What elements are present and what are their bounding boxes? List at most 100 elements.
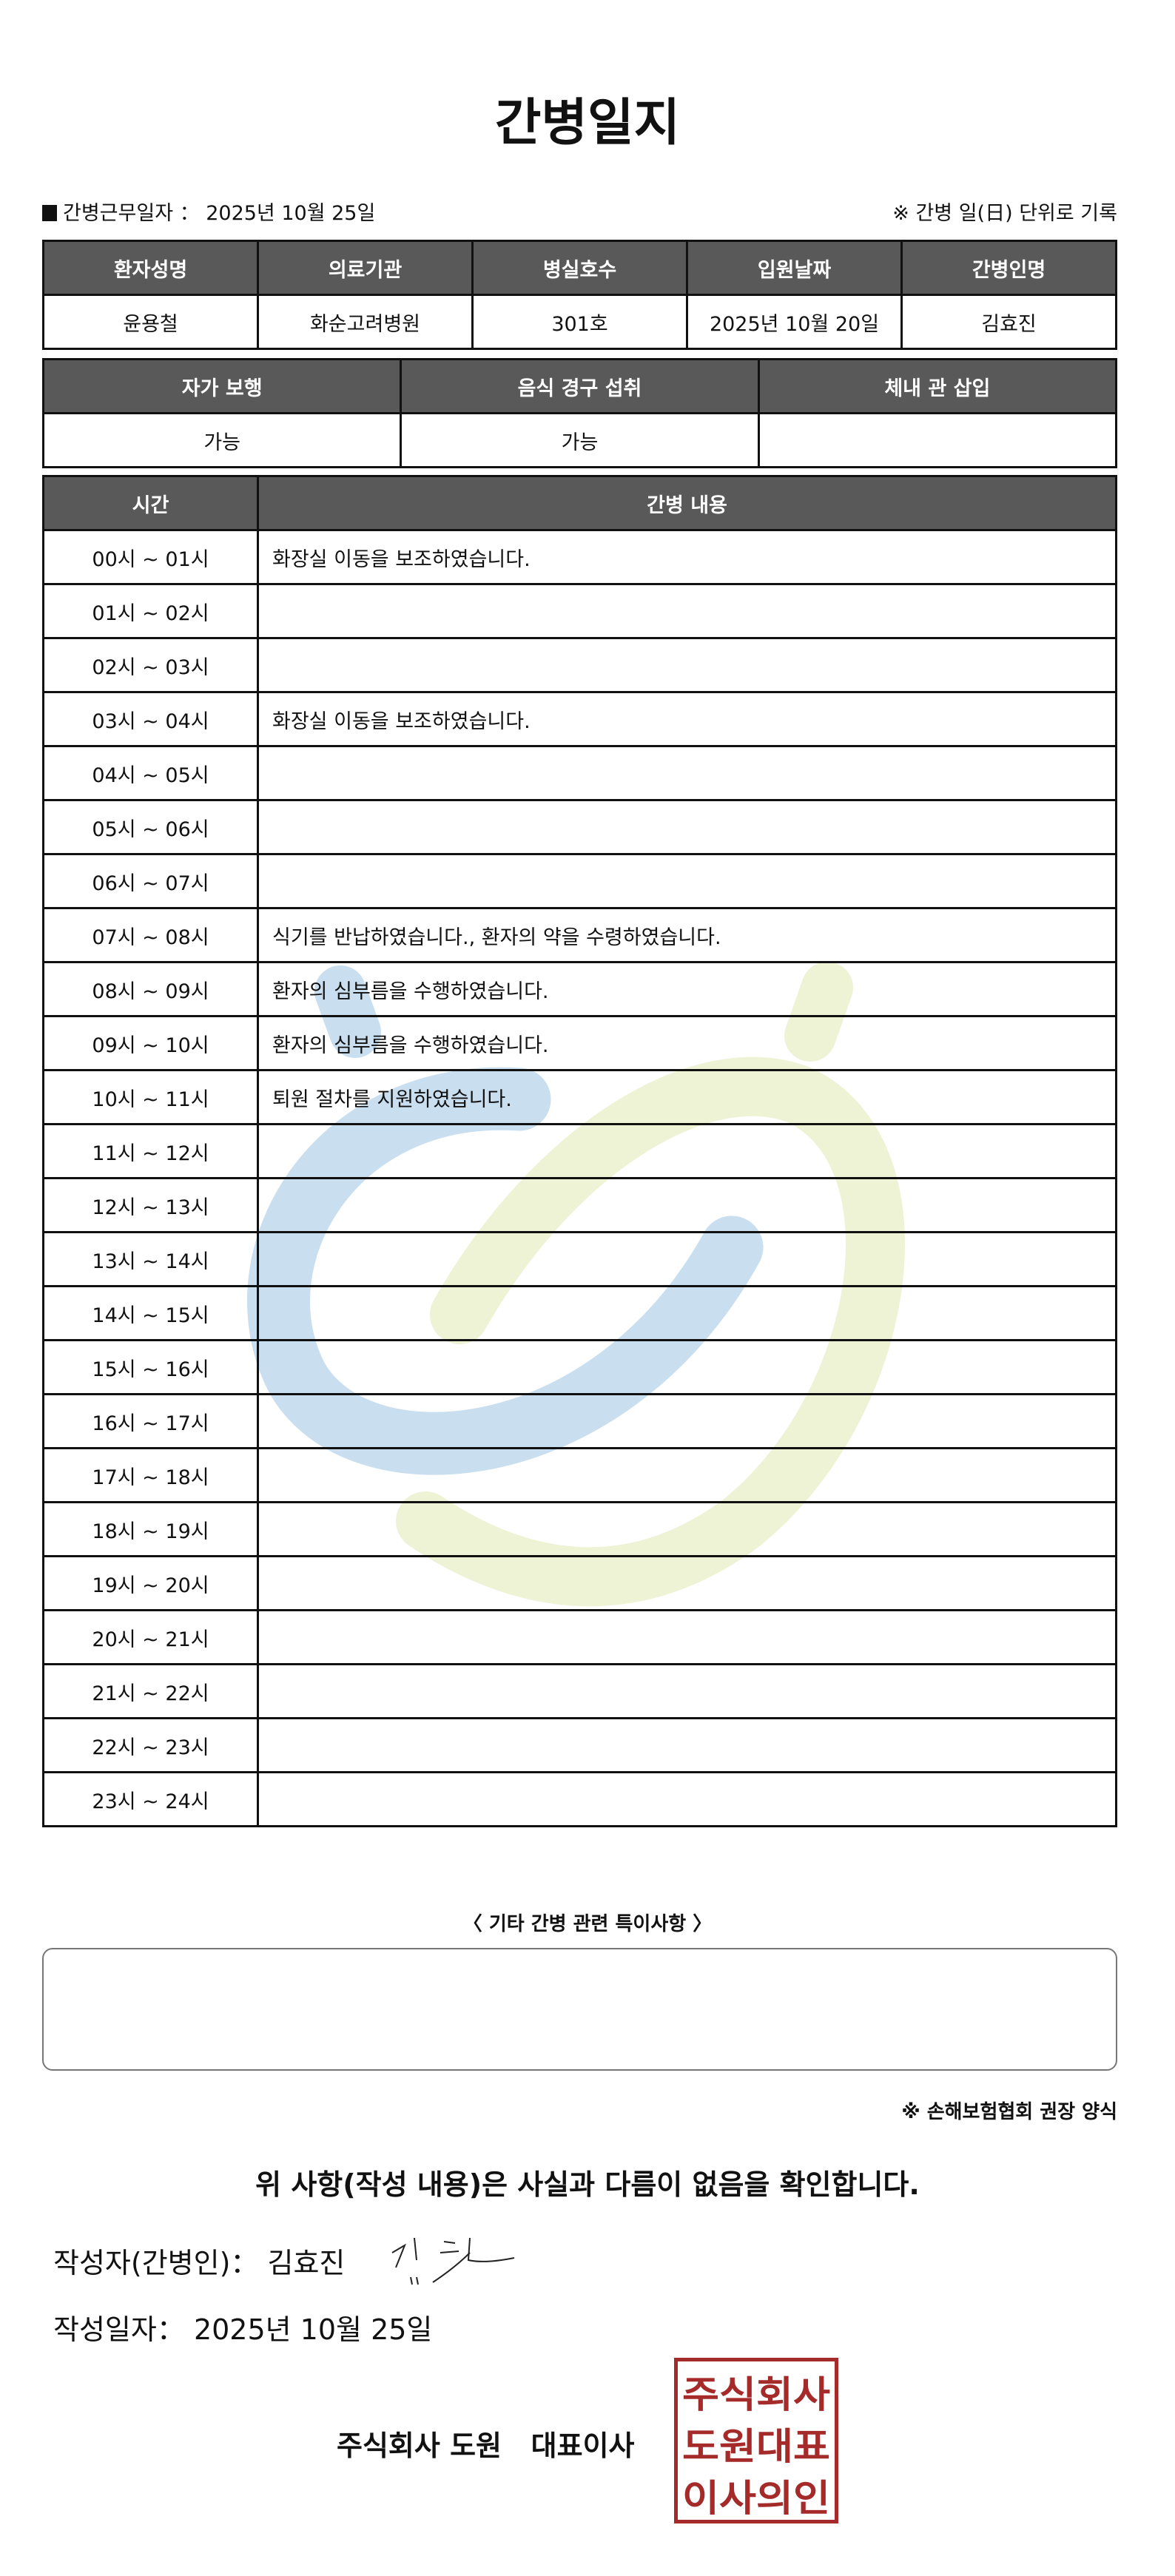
- time-slot: 20시 ~ 21시: [42, 1609, 259, 1665]
- institution: 화순고려병원: [257, 294, 474, 350]
- work-date: 간병근무일자 ： 2025년 10월 25일: [42, 197, 375, 226]
- tube-insertion: [757, 412, 1118, 468]
- seal-line-3: 이사의인: [682, 2477, 830, 2520]
- seal-line-2: 도원대표: [682, 2425, 830, 2468]
- time-slot: 16시 ~ 17시: [42, 1393, 259, 1449]
- header-caregiver: 간병인명: [900, 240, 1117, 296]
- self-walking: 가능: [41, 412, 403, 468]
- writer-label: 작성자(간병인)：: [53, 2247, 259, 2279]
- time-slot: 00시 ~ 01시: [42, 529, 259, 585]
- table-row: 08시 ~ 09시 환자의 심부름을 수행하였습니다.: [42, 961, 1117, 1017]
- care-content: 화장실 이동을 보조하였습니다.: [257, 529, 1117, 585]
- header-self-walking: 자가 보행: [41, 358, 403, 414]
- table-row: 02시 ~ 03시: [42, 637, 1117, 693]
- work-date-value: 2025년 10월 25일: [206, 202, 376, 225]
- care-content: [257, 1771, 1117, 1827]
- header-time: 시간: [42, 475, 259, 531]
- time-slot: 12시 ~ 13시: [42, 1177, 259, 1233]
- room-number: 301호: [471, 294, 688, 350]
- time-slot: 11시 ~ 12시: [42, 1123, 259, 1179]
- table-row: 23시 ~ 24시: [42, 1771, 1117, 1827]
- time-slot: 19시 ~ 20시: [42, 1555, 259, 1611]
- table-row: 21시 ~ 22시: [42, 1663, 1117, 1719]
- table-row: 18시 ~ 19시: [42, 1501, 1117, 1557]
- care-content: [257, 1663, 1117, 1719]
- time-slot: 05시 ~ 06시: [42, 799, 259, 855]
- header-care-content: 간병 내용: [257, 475, 1117, 531]
- table-row: 09시 ~ 10시 환자의 심부름을 수행하였습니다.: [42, 1015, 1117, 1071]
- written-date-value: 2025년 10월 25일: [193, 2313, 433, 2346]
- care-content: [257, 1501, 1117, 1557]
- care-content: 퇴원 절차를 지원하였습니다.: [257, 1069, 1117, 1125]
- table-row: 16시 ~ 17시: [42, 1393, 1117, 1449]
- table-row: 11시 ~ 12시: [42, 1123, 1117, 1179]
- written-date-label: 작성일자：: [53, 2313, 185, 2346]
- time-slot: 13시 ~ 14시: [42, 1231, 259, 1287]
- care-content: [257, 1339, 1117, 1395]
- care-content: [257, 1177, 1117, 1233]
- header-institution: 의료기관: [257, 240, 474, 296]
- table-row: 20시 ~ 21시: [42, 1609, 1117, 1665]
- time-slot: 01시 ~ 02시: [42, 583, 259, 639]
- care-content: [257, 1393, 1117, 1449]
- care-content: 화장실 이동을 보조하였습니다.: [257, 691, 1117, 747]
- table-row: 07시 ~ 08시 식기를 반납하였습니다., 환자의 약을 수령하였습니다.: [42, 907, 1117, 963]
- table-row: 00시 ~ 01시 화장실 이동을 보조하였습니다.: [42, 529, 1117, 585]
- table-row: 06시 ~ 07시: [42, 853, 1117, 909]
- table-row: 22시 ~ 23시: [42, 1717, 1117, 1773]
- header-tube-insertion: 체내 관 삽입: [757, 358, 1118, 414]
- care-content: [257, 745, 1117, 801]
- table-row: 01시 ~ 02시: [42, 583, 1117, 639]
- oral-intake: 가능: [400, 412, 760, 468]
- header-patient-name: 환자성명: [42, 240, 259, 296]
- time-slot: 04시 ~ 05시: [42, 745, 259, 801]
- care-content: [257, 853, 1117, 909]
- seal-line-1: 주식회사: [682, 2373, 830, 2416]
- care-log-table: 시간 간병 내용 00시 ~ 01시 화장실 이동을 보조하였습니다. 01시 ~ 0…: [42, 475, 1117, 1827]
- writer-name: 김효진: [267, 2247, 346, 2279]
- table-row: 13시 ~ 14시: [42, 1231, 1117, 1287]
- care-content: 환자의 심부름을 수행하였습니다.: [257, 961, 1117, 1017]
- time-slot: 23시 ~ 24시: [42, 1771, 259, 1827]
- care-content: [257, 1717, 1117, 1773]
- work-date-label: 간병근무일자 ：: [63, 202, 200, 225]
- patient-name: 윤용철: [42, 294, 259, 350]
- table-row: 10시 ~ 11시 퇴원 절차를 지원하였습니다.: [42, 1069, 1117, 1125]
- association-note: ※ 손해보험협회 권장 양식: [901, 2101, 1117, 2123]
- remarks-title: 〈 기타 간병 관련 특이사항 〉: [462, 1913, 713, 1935]
- time-slot: 03시 ~ 04시: [42, 691, 259, 747]
- time-slot: 18시 ~ 19시: [42, 1501, 259, 1557]
- time-slot: 21시 ~ 22시: [42, 1663, 259, 1719]
- time-slot: 07시 ~ 08시: [42, 907, 259, 963]
- caregiver-name: 김효진: [900, 294, 1117, 350]
- care-content: [257, 637, 1117, 693]
- written-date: 작성일자： 2025년 10월 25일: [53, 2307, 432, 2347]
- unit-note: ※ 간병 일(日) 단위로 기록: [892, 202, 1117, 225]
- time-slot: 15시 ~ 16시: [42, 1339, 259, 1395]
- table-row: 04시 ~ 05시: [42, 745, 1117, 801]
- care-content: [257, 583, 1117, 639]
- care-content: 환자의 심부름을 수행하였습니다.: [257, 1015, 1117, 1071]
- admission-date: 2025년 10월 20일: [686, 294, 903, 350]
- time-slot: 09시 ~ 10시: [42, 1015, 259, 1071]
- time-slot: 22시 ~ 23시: [42, 1717, 259, 1773]
- page-title: 간병일지: [494, 94, 681, 152]
- table-row: 12시 ~ 13시: [42, 1177, 1117, 1233]
- header-admission-date: 입원날짜: [686, 240, 903, 296]
- time-slot: 14시 ~ 15시: [42, 1285, 259, 1341]
- handwritten-signature: [391, 2237, 515, 2285]
- company-signature: 주식회사 도원 대표이사: [337, 2430, 635, 2462]
- table-row: 15시 ~ 16시: [42, 1339, 1117, 1395]
- status-table: 자가 보행 음식 경구 섭취 체내 관 삽입 가능 가능: [41, 358, 1118, 468]
- care-content: 식기를 반납하였습니다., 환자의 약을 수령하였습니다.: [257, 907, 1117, 963]
- care-content: [257, 1123, 1117, 1179]
- care-content: [257, 1285, 1117, 1341]
- time-slot: 17시 ~ 18시: [42, 1447, 259, 1503]
- time-slot: 10시 ~ 11시: [42, 1069, 259, 1125]
- company-seal: 주식회사 도원대표 이사의인: [674, 2358, 838, 2523]
- table-row: 14시 ~ 15시: [42, 1285, 1117, 1341]
- header-room: 병실호수: [471, 240, 688, 296]
- table-row: 05시 ~ 06시: [42, 799, 1117, 855]
- square-bullet-icon: [42, 205, 57, 221]
- time-slot: 06시 ~ 07시: [42, 853, 259, 909]
